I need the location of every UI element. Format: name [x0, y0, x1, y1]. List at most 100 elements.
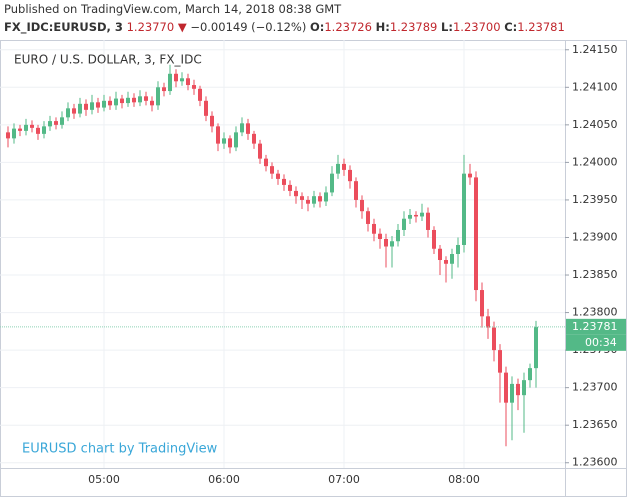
candle-body — [372, 223, 376, 234]
candle-body — [534, 326, 538, 369]
candle-body — [360, 199, 364, 212]
candle-body — [48, 121, 52, 127]
candle-body — [480, 290, 484, 317]
y-tick-label: 1.23600 — [572, 456, 618, 469]
candle-body — [468, 173, 472, 178]
candle-body — [60, 117, 64, 125]
candle-body — [378, 233, 382, 239]
candle-body — [270, 166, 274, 174]
candle-body — [96, 102, 100, 108]
y-tick-label: 1.23650 — [572, 418, 618, 431]
candle-body — [432, 229, 436, 249]
candle-body — [240, 123, 244, 133]
y-tick-label: 1.23800 — [572, 306, 618, 319]
arrow: ▼ — [177, 20, 187, 34]
candle-body — [504, 372, 508, 403]
y-tick-label: 1.24050 — [572, 118, 618, 131]
candle-body — [78, 103, 82, 114]
candle-body — [384, 238, 388, 247]
l-label: L: — [441, 20, 453, 34]
candle-body — [108, 100, 112, 106]
candle-body — [330, 173, 334, 193]
candle-body — [492, 327, 496, 351]
candle-body — [498, 350, 502, 373]
candle-body — [342, 163, 346, 170]
candle-body — [516, 383, 520, 396]
candle-body — [336, 163, 340, 174]
candle-body — [312, 196, 316, 204]
last-price: 1.23770 — [126, 20, 175, 34]
y-tick-label: 1.23950 — [572, 193, 618, 206]
countdown-box — [566, 334, 626, 351]
candle-body — [288, 184, 292, 191]
quote-line: FX_IDC:EURUSD, 3 1.23770 ▼ −0.00149 (−0.… — [4, 18, 565, 36]
candle-body — [42, 126, 46, 134]
x-tick-label: 07:00 — [328, 473, 360, 486]
x-tick-label: 05:00 — [88, 473, 120, 486]
candle-body — [486, 316, 490, 328]
candle-body — [444, 260, 448, 264]
candle-body — [174, 73, 178, 82]
candle-body — [192, 85, 196, 89]
y-tick-label: 1.23850 — [572, 268, 618, 281]
candle-body — [294, 190, 298, 197]
h-label: H: — [375, 20, 390, 34]
h-value: 1.23789 — [389, 20, 438, 34]
chart-title: EURO / U.S. DOLLAR, 3, FX_IDC — [14, 53, 202, 67]
candle-body — [348, 169, 352, 182]
candle-body — [30, 124, 34, 128]
c-value: 1.23781 — [517, 20, 565, 34]
last-price-label: 1.23781 — [572, 320, 618, 333]
candle-body — [420, 212, 424, 217]
published: Published on TradingView.com, March 14, … — [4, 2, 342, 16]
candle-body — [216, 126, 220, 144]
candle-body — [366, 211, 370, 224]
candle-body — [222, 138, 226, 144]
candle-body — [408, 214, 412, 219]
candle-body — [102, 100, 106, 108]
candle-body — [528, 368, 532, 381]
candle-body — [72, 108, 76, 114]
candle-body — [258, 143, 262, 159]
candle-body — [510, 383, 514, 403]
candle-body — [66, 108, 70, 118]
candle-body — [138, 96, 142, 103]
candle-body — [132, 97, 136, 103]
x-tick-label: 06:00 — [208, 473, 240, 486]
candle-body — [396, 229, 400, 242]
chart: 1.24150 1.24100 1.24050 1.24000 1.23950 1.239… — [0, 40, 627, 497]
candle-body — [156, 87, 160, 106]
candle-body — [438, 248, 442, 261]
candle-body — [426, 212, 430, 230]
candle-body — [264, 158, 268, 167]
candle-body — [246, 123, 250, 134]
x-tick-label: 08:00 — [448, 473, 480, 486]
frame — [0, 40, 627, 497]
last-price-box — [566, 318, 626, 335]
candle-body — [6, 132, 10, 139]
candle-body — [300, 196, 304, 200]
candle-body — [120, 98, 124, 104]
candle-body — [90, 102, 94, 110]
y-tick-label: 1.24000 — [572, 155, 618, 168]
candle-body — [252, 133, 256, 144]
change: −0.00149 (−0.12%) — [190, 20, 307, 34]
header: Published on TradingView.com, March 14, … — [4, 0, 565, 36]
candle-body — [456, 244, 460, 254]
candle-body — [186, 78, 190, 86]
candle-body — [450, 254, 454, 264]
y-tick-label: 1.23700 — [572, 381, 618, 394]
candle-body — [54, 121, 58, 125]
candle-body — [354, 181, 358, 200]
candle-body — [12, 128, 16, 139]
candle-body — [36, 127, 40, 134]
candle-body — [522, 380, 526, 396]
candle-body — [228, 138, 232, 148]
candle-body — [162, 87, 166, 92]
watermark: EURUSD chart by TradingView — [22, 442, 218, 457]
candle-body — [390, 241, 394, 247]
candle-body — [474, 177, 478, 291]
candle-body — [144, 96, 148, 101]
candle-body — [234, 132, 238, 148]
